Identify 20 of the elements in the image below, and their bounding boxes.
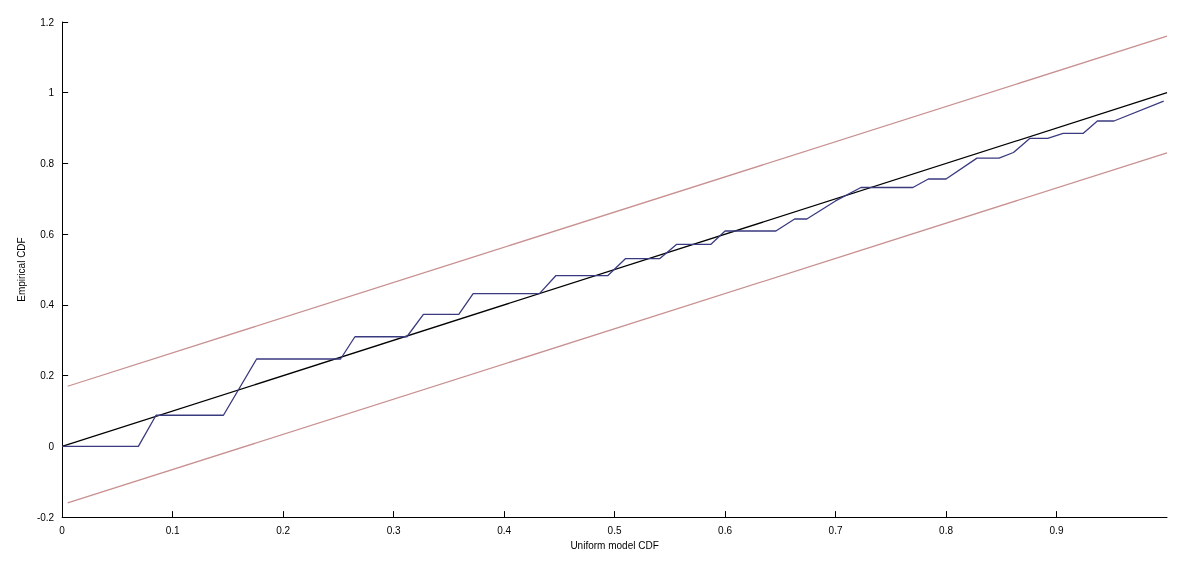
y-tick-label: 1 [48, 87, 55, 99]
y-tick-label: 0.6 [40, 228, 55, 240]
x-tick-label: 0.7 [828, 524, 843, 536]
x-tick-label: 0.1 [165, 524, 181, 536]
x-tick-label: 0.5 [607, 524, 622, 536]
y-tick-label: -0.2 [36, 511, 55, 523]
x-tick-label: 0.9 [1049, 524, 1064, 536]
y-axis-title: Empirical CDF [15, 237, 27, 302]
x-tick-label: 0 [59, 524, 66, 536]
y-tick-label: 0.8 [40, 157, 55, 169]
y-tick-label: 0.2 [40, 370, 55, 382]
x-axis-title: Uniform model CDF [570, 539, 659, 551]
x-tick-label: 0.2 [276, 524, 291, 536]
y-tick-label: 0 [48, 440, 55, 452]
y-tick-label: 0.4 [40, 299, 55, 311]
x-tick-label: 0.8 [939, 524, 954, 536]
y-tick-label: 1.2 [40, 16, 55, 28]
x-tick-label: 0.3 [386, 524, 401, 536]
x-tick-label: 0.6 [718, 524, 733, 536]
x-tick-label: 0.4 [497, 524, 512, 536]
